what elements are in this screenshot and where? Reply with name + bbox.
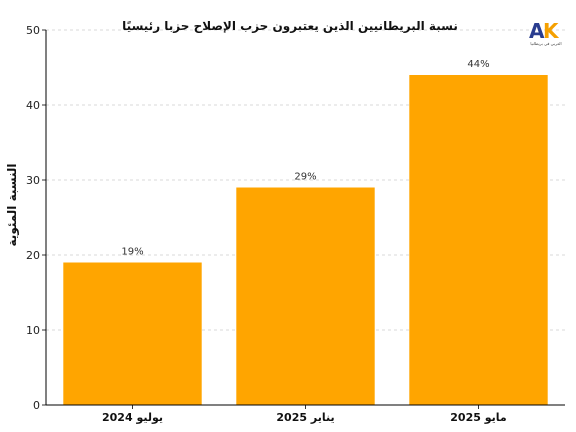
bar [236, 187, 375, 405]
labels: 0 10 20 30 40 50 19% يوليو 2024 29% يناير 2025 44%… [26, 24, 507, 424]
logo-subtitle: العربي في بريطانيا [530, 41, 561, 46]
y-tick-label: 40 [26, 99, 40, 112]
y-tick-label: 10 [26, 324, 40, 337]
chart-title: نسبة البريطانيين الذين يعتبرون حزب الإصل… [122, 19, 458, 34]
x-tick-label: يوليو 2024 [102, 411, 163, 424]
y-tick-label: 0 [33, 399, 40, 412]
bar [63, 262, 202, 405]
bar-value-label: 19% [121, 247, 143, 258]
bars [63, 75, 548, 405]
bar [409, 75, 548, 405]
axes [42, 29, 565, 409]
logo-mark-k: K [543, 19, 560, 43]
x-tick-label: يناير 2025 [276, 411, 334, 424]
x-tick-label: مايو 2025 [450, 411, 506, 424]
bar-value-label: 44% [467, 59, 489, 70]
logo-mark-a: A [529, 19, 545, 43]
y-tick-label: 30 [26, 174, 40, 187]
y-tick-label: 50 [26, 24, 40, 37]
logo: A K العربي في بريطانيا [529, 19, 562, 46]
y-tick-label: 20 [26, 249, 40, 262]
y-axis-label: النسبة المئوية [5, 164, 20, 247]
bar-value-label: 29% [294, 172, 316, 183]
